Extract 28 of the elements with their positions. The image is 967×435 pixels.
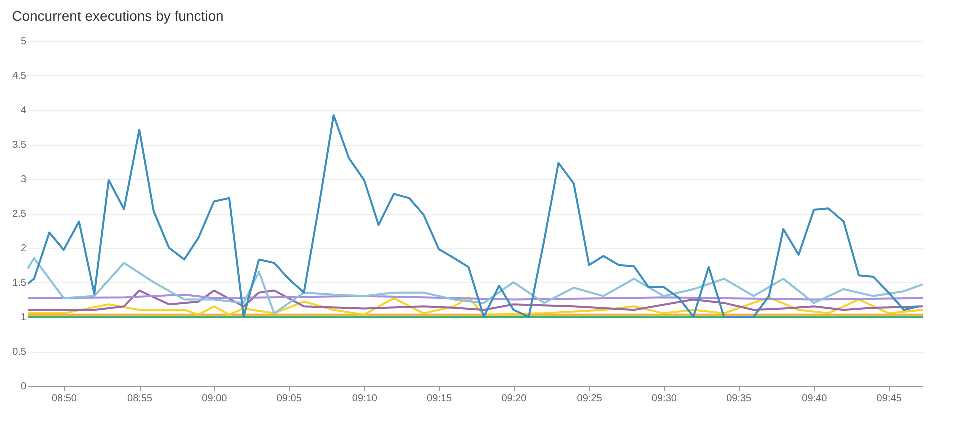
x-tick-label: 09:45 xyxy=(876,394,902,404)
x-tick-label: 08:55 xyxy=(128,394,153,404)
line-series xyxy=(27,296,924,316)
y-tick-label: 2.5 xyxy=(12,209,27,220)
y-tick-label: 4.5 xyxy=(12,71,27,82)
line-series xyxy=(27,290,924,312)
y-tick-label: 1 xyxy=(20,312,27,324)
y-tick-label: 1.5 xyxy=(12,278,27,289)
line-series xyxy=(27,257,924,315)
x-tick-label: 09:25 xyxy=(577,394,603,404)
y-tick-label: 5 xyxy=(20,36,27,48)
y-tick-label: 0 xyxy=(20,382,27,392)
y-tick-label: 3 xyxy=(20,174,27,186)
y-tick-label: 0.5 xyxy=(12,347,27,358)
x-tick-label: 09:30 xyxy=(652,394,678,404)
x-tick-label: 09:20 xyxy=(502,394,528,404)
x-tick-label: 09:15 xyxy=(427,394,453,404)
line-series xyxy=(27,114,920,318)
x-tick-label: 09:05 xyxy=(276,394,302,404)
x-tick-label: 09:40 xyxy=(802,394,828,404)
x-tick-label: 09:00 xyxy=(202,394,228,404)
x-tick-label: 09:35 xyxy=(726,394,752,404)
y-tick-label: 4 xyxy=(20,106,27,116)
chart-title: Concurrent executions by function xyxy=(12,8,224,24)
x-tick-label: 09:10 xyxy=(352,394,378,404)
y-tick-label: 3.5 xyxy=(12,140,27,151)
x-tick-label: 08:50 xyxy=(52,394,78,404)
y-tick-label: 2 xyxy=(20,244,27,254)
